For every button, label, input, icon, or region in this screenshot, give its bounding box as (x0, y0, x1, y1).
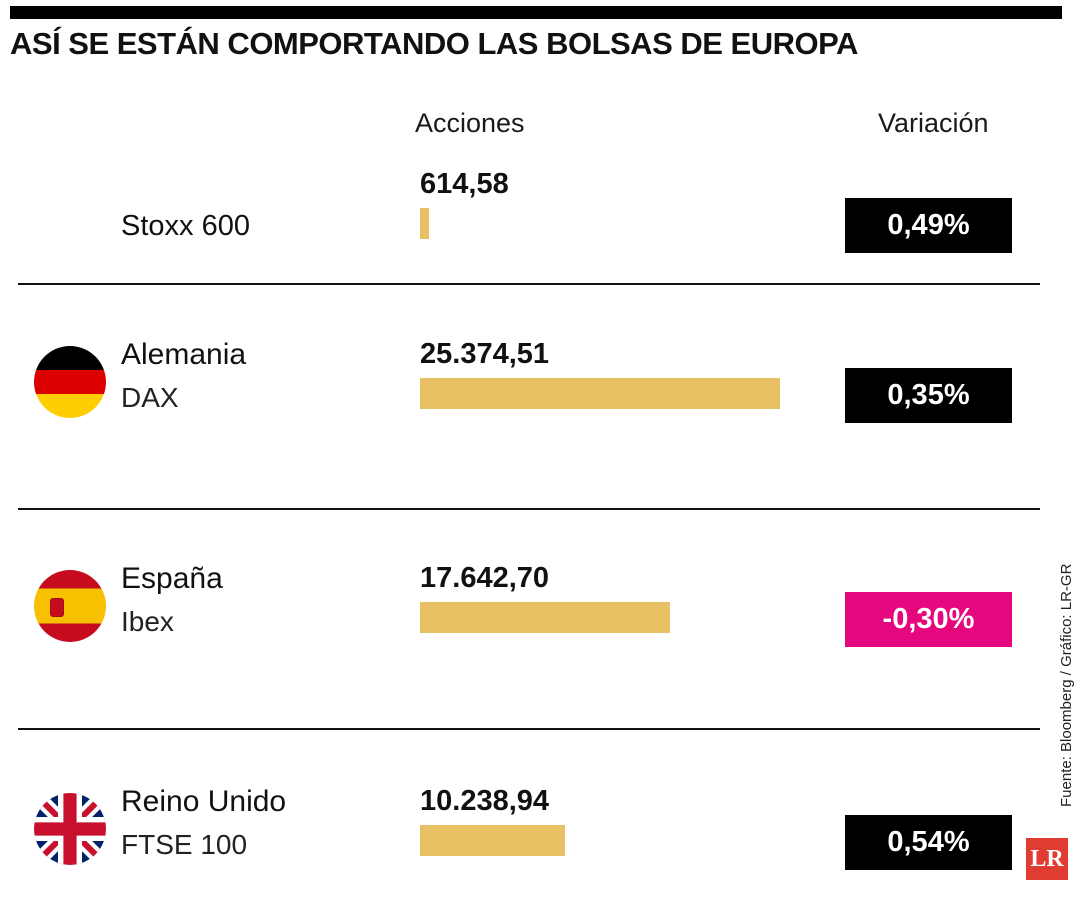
variation-value: -0,30% (882, 603, 975, 635)
index-name: FTSE 100 (121, 829, 248, 860)
variation-value: 0,54% (887, 826, 970, 858)
market-row-dax: Alemania DAX 25.374,51 0,35% (0, 338, 1080, 468)
market-row-ibex: España Ibex 17.642,70 -0,30% (0, 562, 1080, 692)
market-value: 10.238,94 (420, 785, 550, 817)
row-divider (18, 508, 1040, 510)
column-header-acciones: Acciones (415, 108, 525, 138)
spain-coat-of-arms (50, 598, 64, 617)
index-name: Ibex (121, 606, 174, 637)
row-divider (18, 728, 1040, 730)
variation-badge: -0,30% (845, 592, 1012, 647)
lr-logo-text: LR (1030, 845, 1064, 872)
value-bar (420, 602, 670, 633)
variation-badge: 0,54% (845, 815, 1012, 870)
variation-value: 0,49% (887, 209, 970, 241)
page-title: ASÍ SE ESTÁN COMPORTANDO LAS BOLSAS DE E… (10, 26, 858, 61)
market-row-ftse100: Reino Unido FTSE 100 10.238,94 0,54% (0, 785, 1080, 900)
variation-value: 0,35% (887, 379, 970, 411)
value-bar (420, 825, 565, 856)
country-name: Alemania (121, 338, 247, 371)
variation-badge: 0,35% (845, 368, 1012, 423)
market-row-stoxx600: Stoxx 600 614,58 0,49% (0, 168, 1080, 298)
variation-badge: 0,49% (845, 198, 1012, 253)
index-name: DAX (121, 382, 179, 413)
source-credit: Fuente: Bloomberg / Gráfico: LR-GR (1058, 563, 1075, 807)
market-value: 614,58 (420, 168, 509, 200)
value-bar (420, 378, 780, 409)
column-header-variacion: Variación (878, 108, 989, 138)
lr-logo: LR (1026, 838, 1068, 880)
market-name: Stoxx 600 (121, 210, 250, 242)
country-name: Reino Unido (121, 785, 287, 818)
row-divider (18, 283, 1040, 285)
top-black-bar (10, 6, 1062, 19)
union-jack-graphic (34, 793, 106, 865)
country-name: España (121, 562, 223, 595)
market-value: 25.374,51 (420, 338, 550, 370)
spain-flag-icon (34, 570, 106, 642)
market-value: 17.642,70 (420, 562, 550, 594)
uk-flag-icon (34, 793, 106, 865)
germany-flag-icon (34, 346, 106, 418)
value-bar (420, 208, 429, 239)
